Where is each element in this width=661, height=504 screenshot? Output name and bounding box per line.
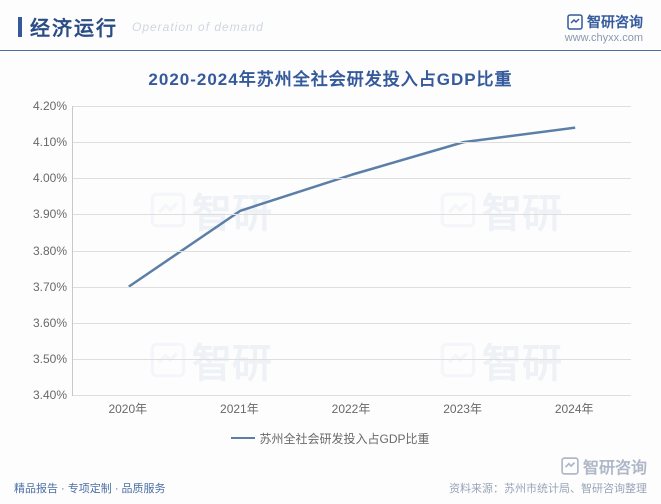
chart-title: 2020-2024年苏州全社会研发投入占GDP比重: [0, 51, 661, 98]
y-axis-label: 3.70%: [33, 280, 67, 294]
x-axis-label: 2020年: [108, 400, 147, 417]
x-axis-label: 2022年: [332, 400, 371, 417]
header-bar: 经济运行 Operation of demand 智研咨询 www.chyxx.…: [0, 0, 661, 51]
legend: 苏州全社会研发投入占GDP比重: [0, 426, 661, 447]
brand-logo-icon: [561, 457, 579, 475]
y-axis-label: 3.40%: [33, 388, 67, 402]
x-axis-label: 2021年: [220, 400, 259, 417]
gridline: [73, 287, 631, 288]
chart-container: 智研 智研 智研 智研 2020-2024年苏州全社会研发投入占GDP比重 3.…: [0, 51, 661, 471]
gridline: [73, 395, 631, 396]
plot-area: 3.40%3.50%3.60%3.70%3.80%3.90%4.00%4.10%…: [72, 106, 631, 396]
header-accent-bar: [18, 17, 22, 37]
y-axis-label: 3.60%: [33, 316, 67, 330]
legend-item: 苏州全社会研发投入占GDP比重: [231, 430, 429, 447]
gridline: [73, 214, 631, 215]
y-axis-label: 3.50%: [33, 352, 67, 366]
x-axis-label: 2023年: [443, 400, 482, 417]
brand-logo-icon: [567, 14, 583, 30]
header-title: 经济运行: [30, 12, 118, 41]
y-axis-label: 4.20%: [33, 99, 67, 113]
gridline: [73, 323, 631, 324]
x-axis-label: 2024年: [555, 400, 594, 417]
footer-brand-text: 智研咨询: [583, 454, 647, 478]
footer-tagline: 精品报告 · 专项定制 · 品质服务: [14, 480, 166, 496]
header-right: 智研咨询 www.chyxx.com: [565, 12, 643, 44]
brand-url: www.chyxx.com: [565, 32, 643, 44]
brand-row: 智研咨询: [565, 12, 643, 32]
y-axis-label: 3.90%: [33, 207, 67, 221]
y-axis-label: 4.10%: [33, 135, 67, 149]
legend-label: 苏州全社会研发投入占GDP比重: [259, 430, 429, 447]
gridline: [73, 251, 631, 252]
y-axis-label: 3.80%: [33, 244, 67, 258]
footer-brand: 智研咨询: [449, 454, 647, 478]
footer-bar: 精品报告 · 专项定制 · 品质服务 智研咨询 资料来源：苏州市统计局、智研咨询…: [0, 448, 661, 504]
y-axis-label: 4.00%: [33, 171, 67, 185]
header-left: 经济运行 Operation of demand: [18, 12, 264, 41]
header-subtitle: Operation of demand: [132, 20, 264, 34]
x-axis-labels: 2020年 2021年 2022年 2023年 2024年: [72, 400, 631, 420]
legend-swatch: [231, 437, 255, 439]
source-text: 资料来源：苏州市统计局、智研咨询整理: [449, 480, 647, 496]
gridline: [73, 142, 631, 143]
gridline: [73, 359, 631, 360]
gridline: [73, 178, 631, 179]
footer-right: 智研咨询 资料来源：苏州市统计局、智研咨询整理: [449, 454, 647, 496]
brand-name: 智研咨询: [587, 12, 643, 32]
gridline: [73, 106, 631, 107]
